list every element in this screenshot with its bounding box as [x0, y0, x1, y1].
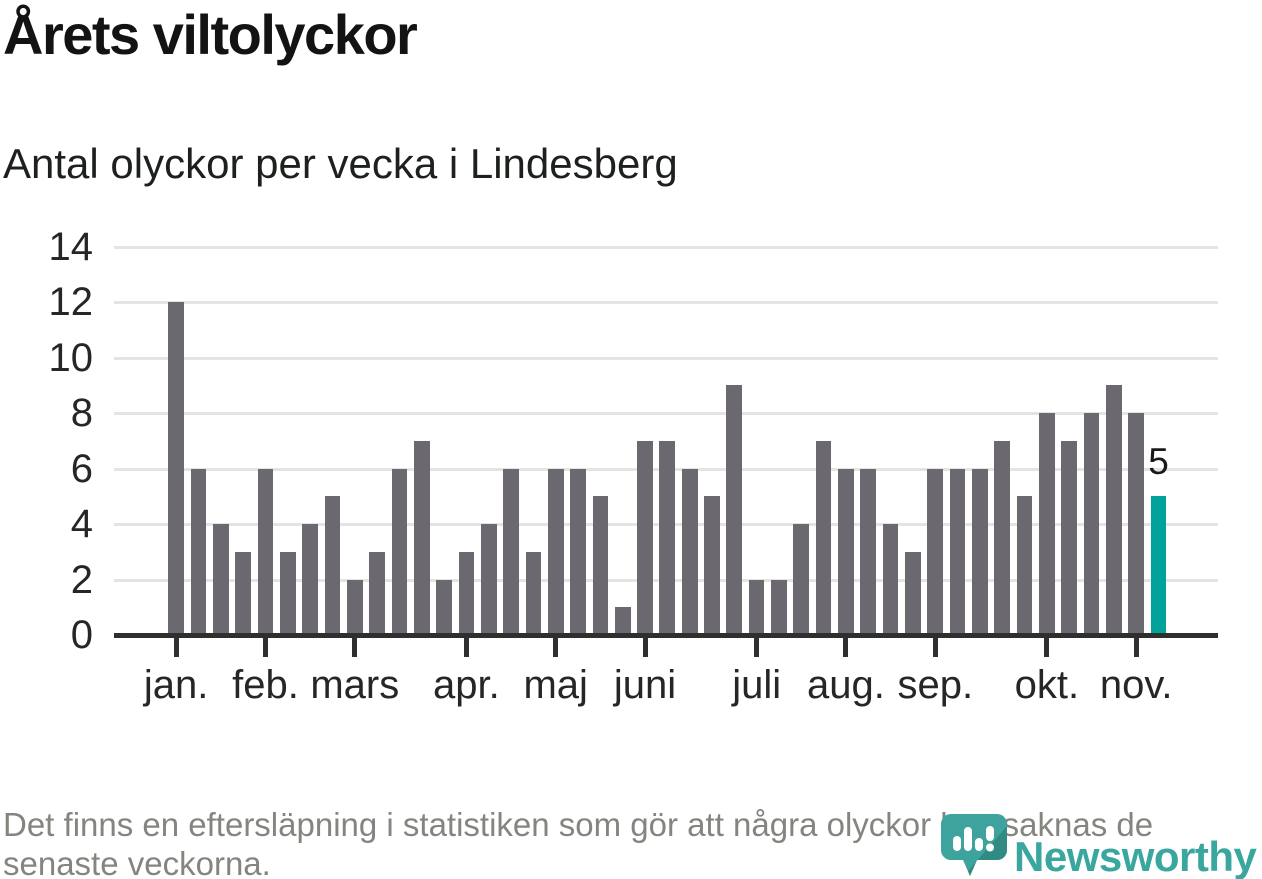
y-axis-label: 2 — [70, 557, 93, 602]
axis-tick — [1133, 638, 1139, 657]
bar — [458, 551, 475, 635]
bar — [235, 551, 251, 635]
logo-text: Newsworthy — [1014, 833, 1257, 879]
y-axis-label: 10 — [48, 335, 94, 380]
bar — [994, 440, 1011, 635]
bar — [1016, 496, 1033, 635]
bar — [972, 468, 988, 635]
bar — [704, 496, 720, 635]
bar — [212, 524, 229, 635]
bar — [190, 468, 207, 635]
bar — [927, 468, 944, 635]
bar-chart-speech-bubble-icon — [941, 814, 1007, 876]
bar — [882, 524, 899, 635]
month-label: apr. — [433, 663, 500, 707]
bar — [525, 551, 542, 635]
bar — [257, 468, 274, 635]
bar — [1039, 413, 1055, 635]
month-label: sep. — [897, 663, 974, 707]
bar — [503, 468, 519, 635]
gridline — [114, 412, 1218, 415]
bar — [413, 440, 430, 635]
newsworthy-logo: Newsworthy — [938, 812, 1262, 879]
bar — [748, 579, 765, 635]
highlighted-bar — [1150, 496, 1167, 635]
gridline — [114, 245, 1218, 249]
y-axis-label: 8 — [70, 391, 93, 435]
month-label: jan. — [143, 663, 209, 707]
axis-tick — [932, 638, 938, 657]
month-label: feb. — [232, 663, 299, 707]
chart-subtitle: Antal olyckor per vecka i Lindesberg — [3, 140, 678, 187]
axis-tick — [642, 638, 648, 657]
bar — [592, 496, 609, 635]
bar — [793, 524, 810, 635]
y-axis-label: 6 — [70, 446, 93, 491]
bar — [391, 468, 408, 635]
axis-tick — [352, 638, 358, 657]
bar — [570, 468, 586, 635]
bar — [1061, 440, 1078, 635]
footnote-line: senaste veckorna. — [3, 845, 271, 879]
bar — [681, 468, 698, 635]
gridline — [114, 356, 1218, 360]
bar — [659, 440, 676, 635]
bar — [860, 468, 877, 635]
bar — [614, 607, 631, 635]
month-label: okt. — [1014, 663, 1080, 707]
bar — [838, 468, 854, 635]
bar — [771, 579, 787, 635]
y-axis-label: 12 — [48, 280, 94, 324]
month-label: juni — [613, 663, 677, 707]
bar — [279, 551, 296, 635]
month-label: mars — [310, 663, 400, 707]
bar — [726, 385, 743, 635]
axis-tick — [754, 638, 760, 657]
y-axis-label: 4 — [70, 502, 93, 546]
bar — [547, 468, 564, 635]
y-axis-label: 14 — [48, 224, 94, 269]
axis-tick — [173, 638, 179, 657]
bar — [815, 440, 832, 635]
axis-tick — [262, 638, 268, 657]
x-axis-line — [114, 633, 1218, 638]
axis-tick — [463, 638, 469, 657]
bar — [1083, 413, 1100, 635]
axis-tick — [843, 638, 849, 657]
bar — [168, 302, 184, 635]
bar — [949, 468, 966, 635]
bar — [436, 579, 452, 635]
axis-tick — [553, 638, 559, 657]
month-label: juli — [732, 663, 782, 707]
bar — [1106, 385, 1122, 635]
bar — [480, 524, 497, 635]
axis-tick — [1044, 638, 1050, 657]
bar — [637, 440, 653, 635]
month-label: maj — [523, 663, 588, 707]
y-axis-label: 0 — [70, 613, 93, 657]
bar — [346, 579, 363, 635]
bar — [905, 551, 921, 635]
bar — [369, 551, 385, 635]
bar — [1128, 413, 1145, 635]
bar-value-label: 5 — [1148, 441, 1169, 482]
chart-title: Årets viltolyckor — [3, 3, 418, 66]
month-label: nov. — [1099, 663, 1173, 707]
gridline — [114, 301, 1218, 304]
bar — [302, 524, 318, 635]
bar — [324, 496, 341, 635]
month-label: aug. — [807, 663, 885, 707]
